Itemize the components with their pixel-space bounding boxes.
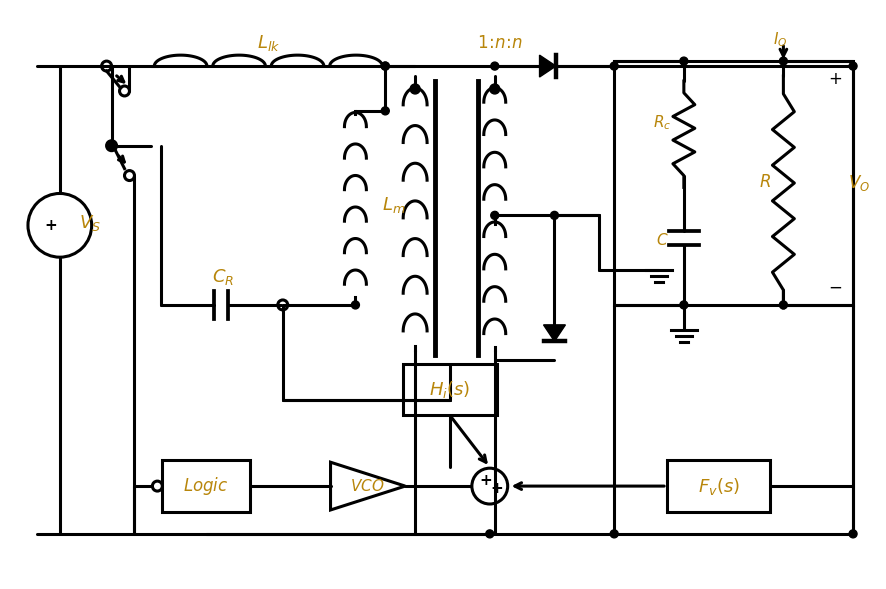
Text: $H_i(s)$: $H_i(s)$ — [429, 379, 470, 400]
Circle shape — [381, 107, 389, 115]
Text: +: + — [44, 218, 58, 233]
Text: $C_R$: $C_R$ — [212, 267, 234, 287]
Circle shape — [409, 84, 420, 94]
Bar — [613, 61, 852, 305]
Text: $+$: $+$ — [828, 71, 842, 88]
Circle shape — [28, 193, 91, 257]
Text: $L_{lk}$: $L_{lk}$ — [257, 33, 280, 53]
Circle shape — [102, 61, 112, 71]
Circle shape — [152, 481, 162, 491]
Text: $C$: $C$ — [655, 232, 667, 248]
Text: $Logic$: $Logic$ — [183, 475, 229, 497]
Circle shape — [679, 57, 687, 65]
Circle shape — [351, 301, 359, 309]
Text: $L_m$: $L_m$ — [381, 196, 405, 216]
Bar — [666, 460, 770, 512]
Text: $1\!:\!n\!:\!n$: $1\!:\!n\!:\!n$ — [477, 35, 522, 52]
Circle shape — [124, 171, 135, 181]
Circle shape — [610, 62, 618, 70]
Circle shape — [381, 62, 389, 70]
Circle shape — [486, 530, 494, 538]
Circle shape — [489, 84, 499, 94]
Circle shape — [107, 142, 115, 150]
Text: $VCO$: $VCO$ — [350, 478, 385, 494]
Circle shape — [848, 530, 856, 538]
Text: $R$: $R$ — [758, 174, 771, 191]
Polygon shape — [543, 325, 564, 341]
Text: $V_O$: $V_O$ — [847, 173, 869, 193]
Text: +: + — [490, 481, 502, 495]
Polygon shape — [539, 55, 556, 77]
Circle shape — [381, 62, 389, 70]
Text: $I_O$: $I_O$ — [773, 30, 787, 48]
Circle shape — [471, 468, 507, 504]
Circle shape — [106, 141, 116, 151]
Text: $F_v(s)$: $F_v(s)$ — [696, 475, 739, 497]
Circle shape — [610, 530, 618, 538]
Polygon shape — [330, 462, 405, 510]
Circle shape — [120, 86, 129, 96]
Bar — [403, 363, 496, 415]
Circle shape — [490, 211, 498, 219]
Circle shape — [277, 300, 287, 310]
Text: +: + — [479, 472, 492, 488]
Bar — [162, 460, 250, 512]
Circle shape — [779, 301, 787, 309]
Circle shape — [679, 301, 687, 309]
Text: $-$: $-$ — [828, 279, 842, 296]
Circle shape — [490, 62, 498, 70]
Text: $R_c$: $R_c$ — [652, 114, 671, 132]
Circle shape — [550, 211, 558, 219]
Circle shape — [779, 57, 787, 65]
Circle shape — [848, 62, 856, 70]
Text: $V_S$: $V_S$ — [79, 213, 100, 233]
